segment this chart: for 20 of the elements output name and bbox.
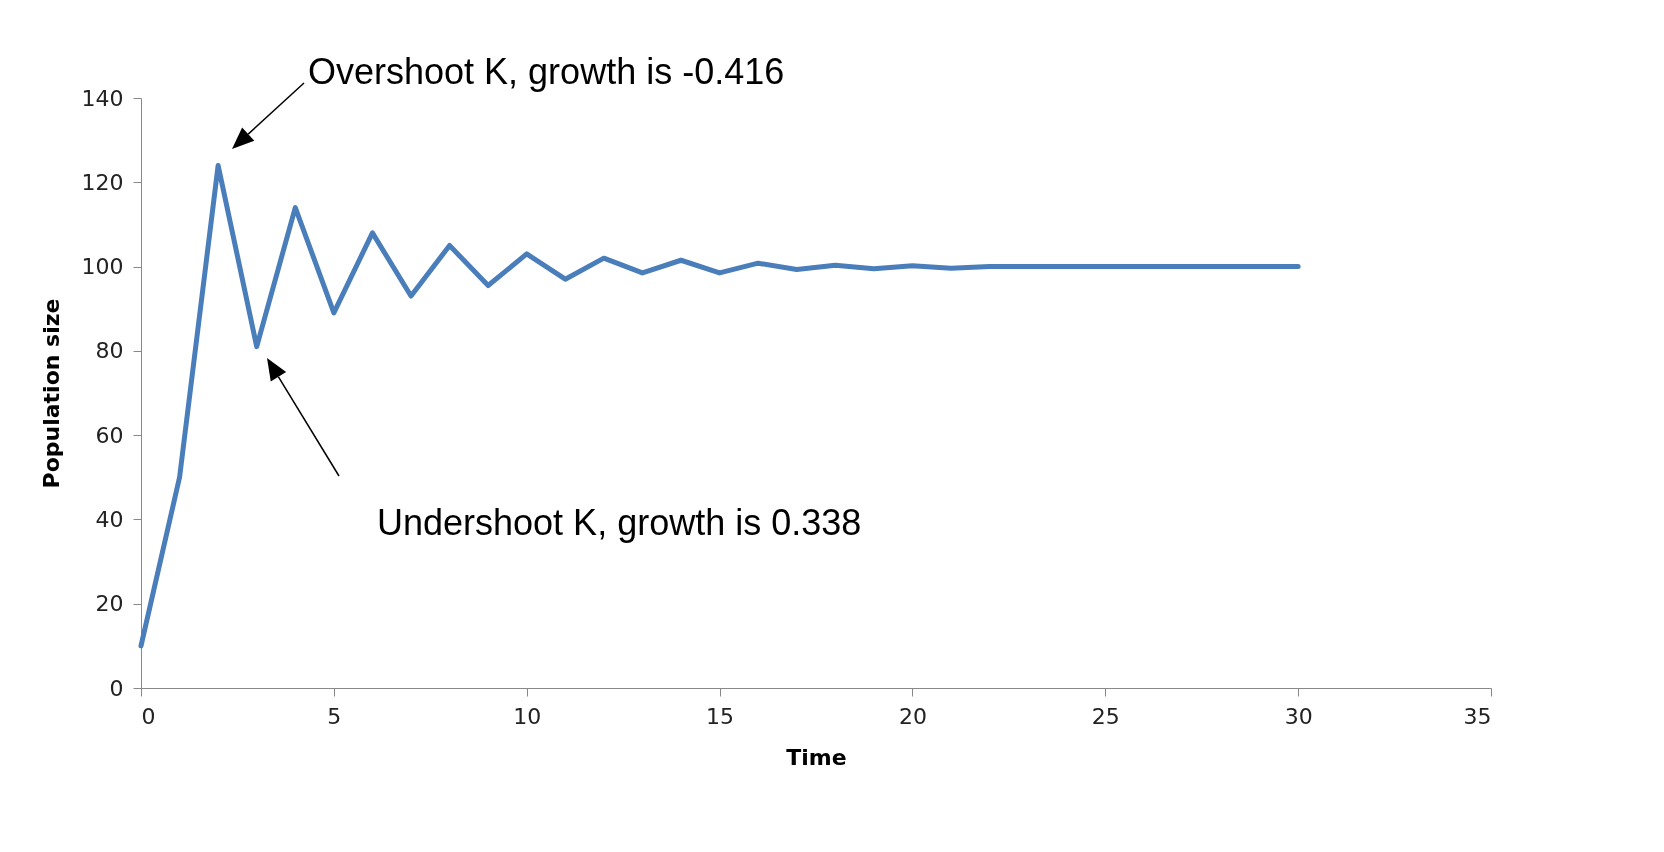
text: Overshoot K, growth is -0.416 <box>308 51 785 92</box>
y-tick-label: 60 <box>95 422 124 448</box>
x-tick-label: 35 <box>1463 703 1492 729</box>
y-tick-label: 20 <box>95 591 124 617</box>
y-tick-label: 40 <box>95 506 124 532</box>
y-tick-label: 140 <box>81 85 124 111</box>
x-tick-label: 30 <box>1284 703 1313 729</box>
x-tick-label: 25 <box>1091 703 1120 729</box>
y-tick-label: 100 <box>81 254 124 280</box>
x-tick-label: 10 <box>513 703 542 729</box>
x-tick-label: 20 <box>898 703 927 729</box>
x-tick-label: 15 <box>706 703 735 729</box>
annotation: Undershoot K, growth is 0.338 <box>377 502 862 543</box>
y-tick-label: 80 <box>95 338 124 364</box>
x-tick-label: 0 <box>141 703 156 729</box>
x-tick-label: 5 <box>327 703 342 729</box>
y-tick-label: 0 <box>109 675 124 701</box>
y-axis-title: Population size <box>38 298 64 489</box>
x-axis-title: Time <box>786 744 847 770</box>
y-tick-label: 120 <box>81 169 124 195</box>
